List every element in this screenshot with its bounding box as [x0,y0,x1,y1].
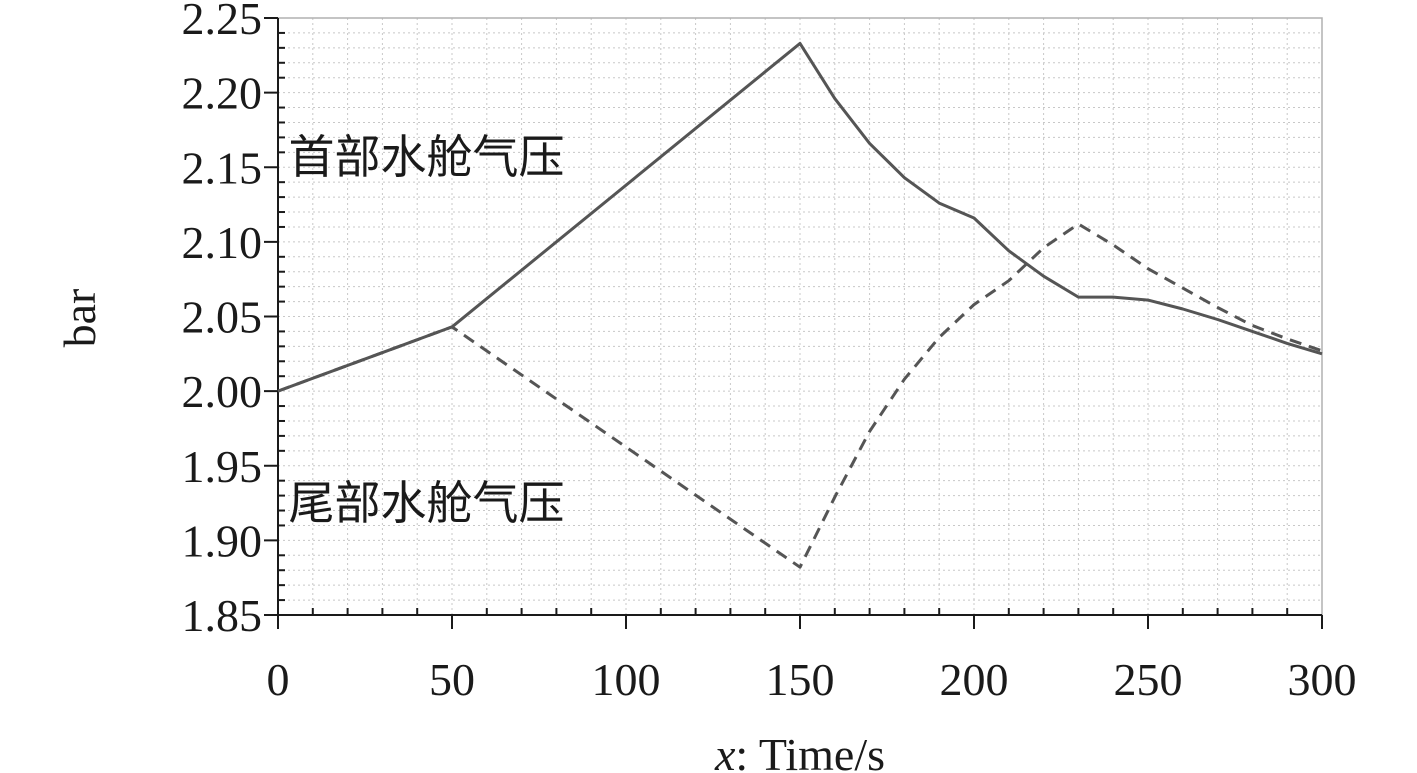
y-tick-label: 2.10 [182,217,263,268]
y-tick-label: 2.05 [182,292,263,343]
x-tick-label: 50 [429,654,475,705]
y-tick-label: 1.85 [182,590,263,641]
series-line-bow-tank [277,41,1323,393]
y-axis-label: bar [54,289,105,348]
x-tick-label: 150 [766,654,835,705]
series-annotation-stern: 尾部水舱气压 [288,476,564,530]
x-tick-label: 200 [940,654,1009,705]
axes: 1.85 1.90 1.95 2.00 2.05 2.10 2.15 2.20 2.25 0 50 1… [182,0,1357,705]
y-tick-label: 1.90 [182,515,263,566]
y-tick-label: 2.25 [182,0,263,44]
y-tick-label: 2.20 [182,68,263,119]
x-tick-label: 250 [1114,654,1183,705]
x-axis-var: x [714,729,736,773]
x-axis-label: x: Time/s [714,729,885,773]
series-annotation-bow: 首部水舱气压 [288,130,564,184]
x-tick-label: 0 [267,654,290,705]
y-tick-label: 1.95 [182,441,263,492]
series-line-stern-tank [277,222,1323,569]
x-tick-label: 100 [592,654,661,705]
x-axis-label-text: : Time/s [735,729,885,773]
y-tick-label: 2.15 [182,142,263,193]
x-tick-label: 300 [1288,654,1357,705]
series-group [277,41,1323,569]
y-tick-label: 2.00 [182,366,263,417]
